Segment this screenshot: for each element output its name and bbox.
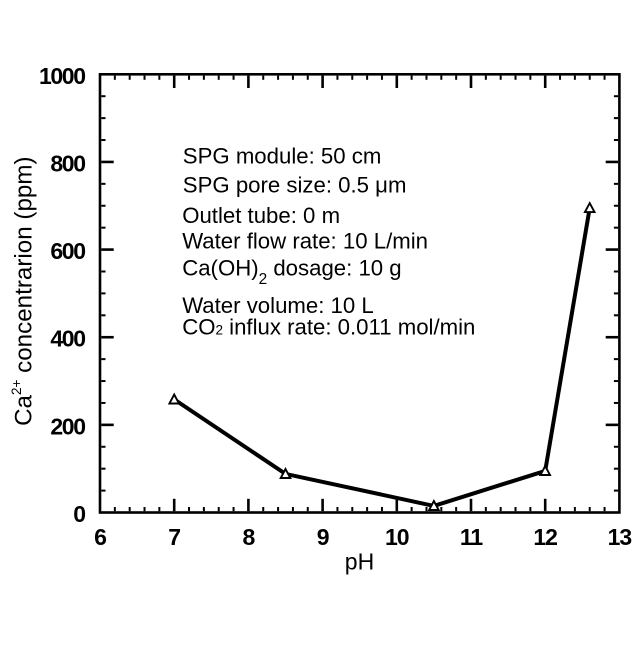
svg-text:8: 8	[243, 524, 256, 550]
svg-text:200: 200	[50, 413, 85, 439]
svg-text:11: 11	[460, 524, 484, 550]
svg-text:10: 10	[385, 524, 409, 550]
svg-text:600: 600	[50, 238, 85, 264]
svg-text:SPG pore size: 0.5 μm: SPG pore size: 0.5 μm	[183, 173, 407, 198]
svg-text:Water volume: 10 L: Water volume: 10 L	[182, 293, 374, 318]
svg-text:800: 800	[50, 150, 85, 176]
svg-text:0: 0	[73, 501, 85, 527]
svg-text:pH: pH	[345, 549, 374, 575]
svg-text:400: 400	[50, 326, 85, 352]
svg-text:Water flow rate: 10 L/min: Water flow rate: 10 L/min	[182, 229, 428, 254]
svg-text:SPG module: 50 cm: SPG module: 50 cm	[183, 144, 382, 169]
svg-text:6: 6	[94, 524, 106, 550]
svg-text:9: 9	[317, 524, 329, 550]
svg-text:CO2 influx rate: 0.011 mol/min: CO2 influx rate: 0.011 mol/min	[182, 315, 475, 340]
svg-text:12: 12	[533, 524, 557, 550]
svg-text:7: 7	[168, 524, 180, 550]
svg-text:Outlet tube: 0 m: Outlet tube: 0 m	[182, 203, 340, 228]
svg-text:13: 13	[608, 524, 632, 550]
svg-text:1000: 1000	[39, 63, 85, 89]
